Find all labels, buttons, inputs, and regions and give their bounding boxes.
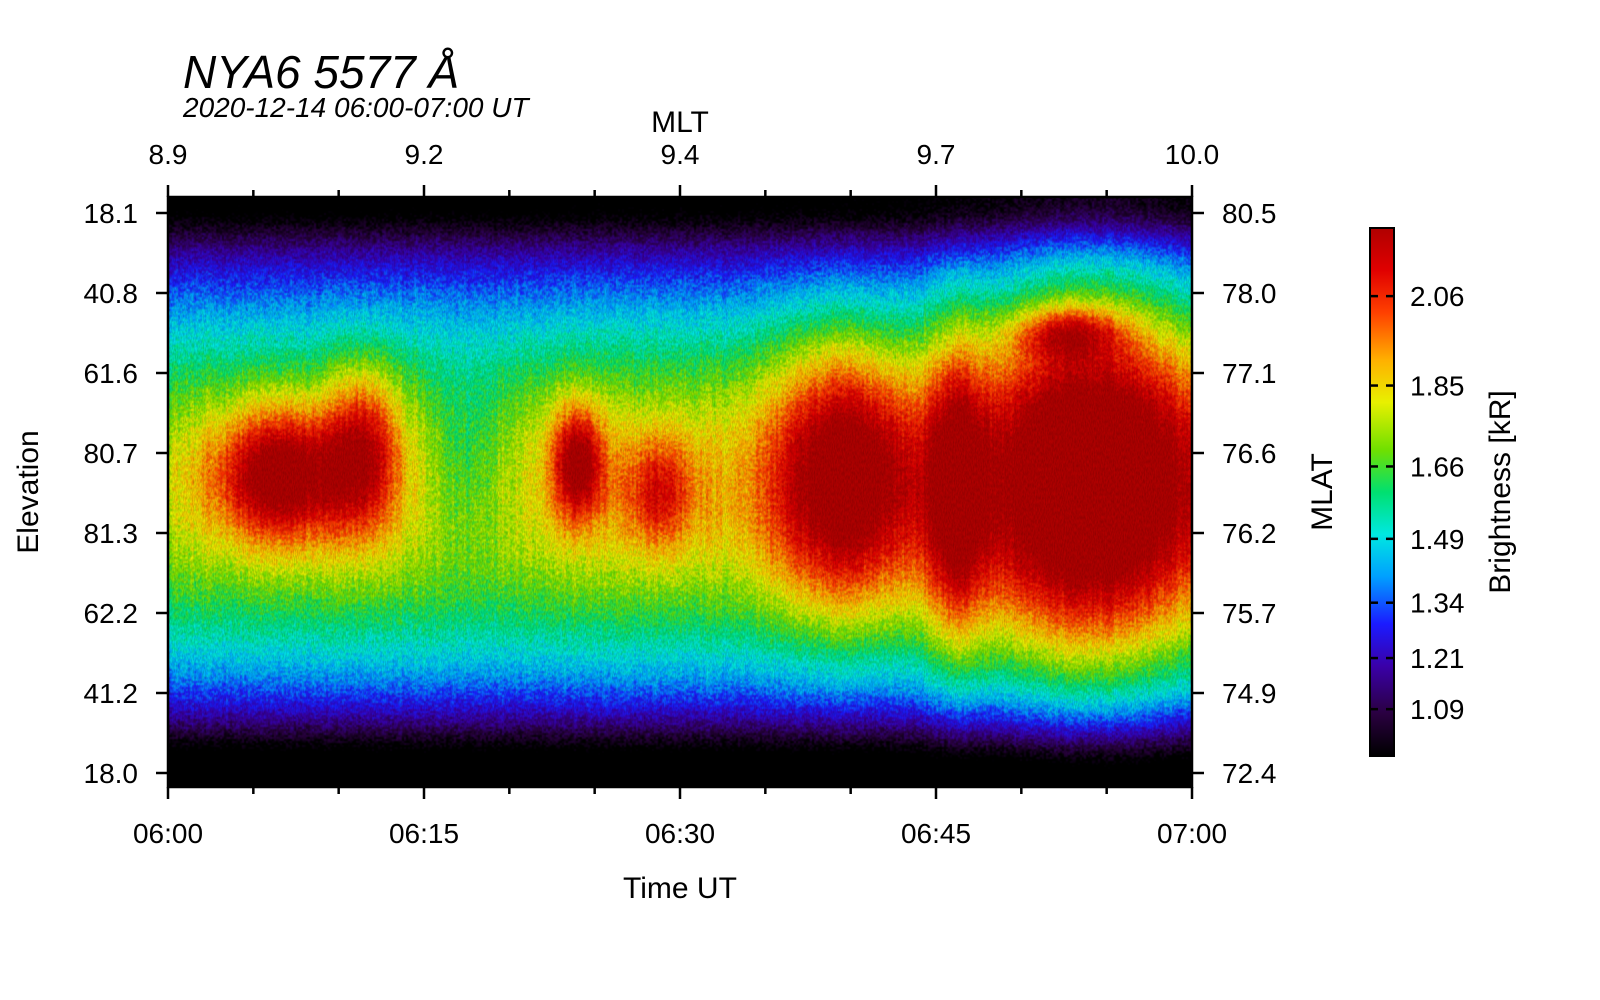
colorbar-tick-label: 1.85 — [1410, 371, 1465, 402]
right-tick-label: 78.0 — [1222, 278, 1277, 309]
right-axis: 80.5 78.0 77.1 76.6 76.2 75.7 74.9 72.4 — [1192, 198, 1277, 789]
heatmap — [168, 197, 1192, 787]
colorbar-tick-label: 1.66 — [1410, 451, 1465, 482]
chart-subtitle: 2020-12-14 06:00-07:00 UT — [182, 92, 530, 123]
left-axis: 18.1 40.8 61.6 80.7 81.3 62.2 41.2 18.0 — [84, 198, 168, 789]
heatmap-noise — [168, 197, 1192, 787]
y-axis-title: Elevation — [12, 430, 45, 553]
top-axis-title: MLT — [651, 106, 709, 139]
colorbar-tick-label: 2.06 — [1410, 281, 1465, 312]
right-tick-label: 76.6 — [1222, 438, 1277, 469]
top-tick-label: 10.0 — [1165, 139, 1220, 170]
right-tick-label: 76.2 — [1222, 518, 1277, 549]
x-tick-label: 07:00 — [1157, 818, 1227, 849]
chart-title: NYA6 5577 Å — [183, 46, 459, 98]
y-tick-label: 80.7 — [84, 438, 139, 469]
right-tick-label: 75.7 — [1222, 598, 1277, 629]
right-tick-label: 77.1 — [1222, 358, 1277, 389]
x-axis-title: Time UT — [623, 872, 737, 905]
colorbar-tick-label: 1.21 — [1410, 643, 1465, 674]
colorbar-axis: 2.06 1.85 1.66 1.49 1.34 1.21 1.09 — [1370, 281, 1465, 725]
right-tick-label: 74.9 — [1222, 678, 1277, 709]
right-tick-label: 80.5 — [1222, 198, 1277, 229]
y-tick-label: 61.6 — [84, 358, 139, 389]
right-axis-title: MLAT — [1306, 453, 1339, 531]
colorbar — [1369, 227, 1395, 757]
y-tick-label: 40.8 — [84, 278, 139, 309]
top-tick-label: 9.7 — [917, 139, 956, 170]
top-tick-label: 9.4 — [661, 139, 700, 170]
bottom-axis: 06:00 06:15 06:30 06:45 07:00 — [133, 787, 1227, 849]
y-tick-label: 18.1 — [84, 198, 139, 229]
colorbar-tick-label: 1.34 — [1410, 588, 1465, 619]
y-tick-label: 18.0 — [84, 758, 139, 789]
top-axis: 8.9 9.2 9.4 9.7 10.0 — [149, 139, 1220, 197]
y-tick-label: 62.2 — [84, 598, 139, 629]
x-tick-label: 06:30 — [645, 818, 715, 849]
right-tick-label: 72.4 — [1222, 758, 1277, 789]
x-tick-label: 06:15 — [389, 818, 459, 849]
colorbar-tick-label: 1.09 — [1410, 694, 1465, 725]
x-tick-label: 06:00 — [133, 818, 203, 849]
colorbar-tick-label: 1.49 — [1410, 524, 1465, 555]
x-tick-label: 06:45 — [901, 818, 971, 849]
y-tick-label: 41.2 — [84, 678, 139, 709]
y-tick-label: 81.3 — [84, 518, 139, 549]
top-tick-label: 9.2 — [405, 139, 444, 170]
top-tick-label: 8.9 — [149, 139, 188, 170]
colorbar-title: Brightness [kR] — [1484, 390, 1517, 593]
